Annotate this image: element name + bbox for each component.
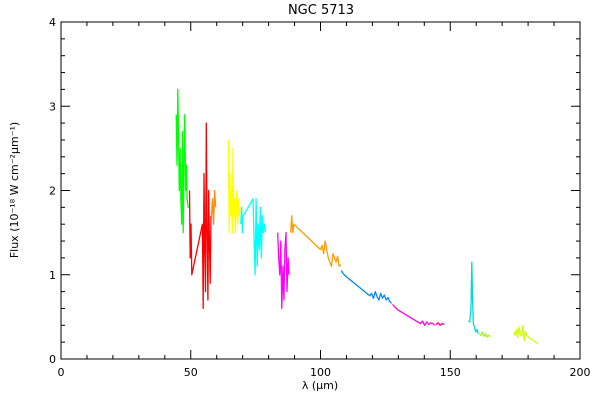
- y-tick-label: 3: [49, 100, 56, 113]
- spectrum-segment-3: [210, 189, 217, 225]
- x-tick-label: 0: [58, 366, 65, 379]
- x-tick-label: 200: [570, 366, 591, 379]
- x-tick-label: 50: [184, 366, 198, 379]
- plot-frame: [60, 21, 581, 360]
- spectrum-segment-11: [468, 261, 479, 334]
- spectrum-segment-6: [277, 231, 290, 310]
- x-tick-label: 100: [310, 366, 331, 379]
- chart-title: NGC 5713: [288, 3, 354, 18]
- spectrum-segment-4: [227, 139, 241, 234]
- x-tick-label: 150: [440, 366, 461, 379]
- y-tick-label: 4: [49, 16, 56, 29]
- y-tick-label: 1: [49, 269, 56, 282]
- tick-labels: 0 50 100 150 200 0 1 2 3 4: [49, 16, 591, 379]
- spectrum-segment-1: [175, 88, 189, 234]
- spectrum-segment-12: [478, 331, 491, 338]
- spectrum-segment-8: [340, 270, 393, 304]
- y-axis-label: Flux (10⁻¹⁸ W cm⁻²μm⁻¹): [8, 122, 21, 258]
- spectrum-segment-2: [188, 122, 212, 310]
- y-tick-label: 2: [49, 185, 56, 198]
- spectrum-segment-13: [513, 324, 539, 345]
- spectrum-segment-5: [240, 198, 267, 276]
- spectrum-segment-9: [392, 303, 436, 326]
- y-tick-label: 0: [49, 353, 56, 366]
- series-layer: [175, 88, 539, 345]
- spectrum-segment-10: [435, 322, 445, 326]
- spectrum-segment-7: [290, 215, 342, 267]
- axis-ticks: [60, 21, 581, 360]
- x-axis-label: λ (μm): [302, 379, 338, 392]
